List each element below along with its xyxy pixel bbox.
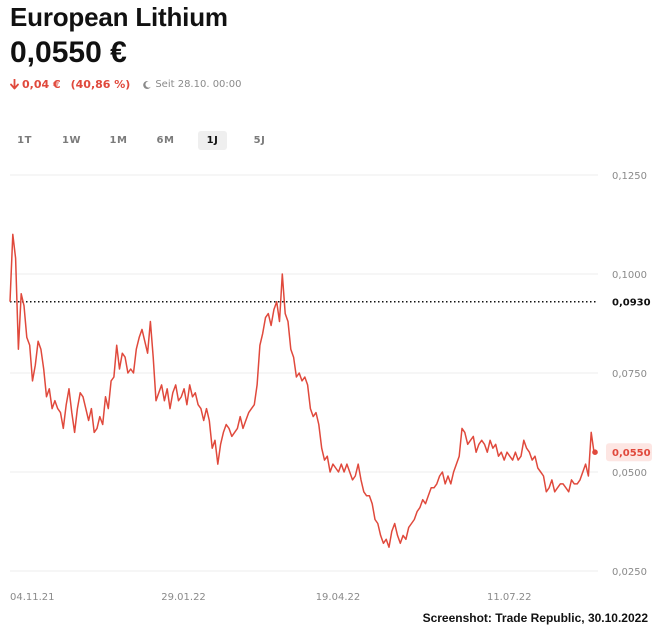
tab-1t[interactable]: 1T — [17, 135, 32, 146]
moon-icon — [143, 80, 152, 89]
tab-5j[interactable]: 5J — [253, 135, 266, 146]
x-tick-label: 11.07.22 — [487, 592, 532, 603]
change-amount: 0,04 € — [22, 78, 61, 91]
current-price: 0,0550 € — [10, 36, 127, 69]
price-change: 0,04 € — [10, 78, 61, 91]
tab-1w[interactable]: 1W — [62, 135, 81, 146]
price-chart: 0,1250 0,1000 0,0750 0,0500 0,0250 0,0930 0,05… — [9, 171, 652, 603]
stock-title: European Lithium — [10, 2, 228, 32]
reference-label: 0,0930 — [612, 298, 651, 309]
change-percent: (40,86 %) — [70, 78, 131, 91]
x-tick-label: 04.11.21 — [10, 592, 55, 603]
x-tick-label: 29.01.22 — [161, 592, 206, 603]
arrow-down-icon — [10, 79, 19, 90]
price-change-row: 0,04 € (40,86 %) Seit 28.10. 00:00 — [10, 78, 242, 91]
last-price-dot — [592, 449, 598, 456]
last-price-label: 0,0550 — [612, 448, 651, 459]
tab-1m[interactable]: 1M — [109, 135, 128, 146]
y-tick-label: 0,0500 — [612, 468, 647, 479]
last-price-badge — [606, 443, 652, 462]
y-tick-label: 0,0250 — [612, 567, 647, 578]
tab-6m[interactable]: 6M — [156, 135, 175, 146]
screenshot-caption: Screenshot: Trade Republic, 30.10.2022 — [422, 611, 648, 625]
since-label: Seit 28.10. 00:00 — [142, 79, 242, 90]
y-tick-label: 0,1000 — [612, 270, 647, 281]
y-tick-label: 0,0750 — [612, 369, 647, 380]
x-tick-label: 19.04.22 — [316, 592, 361, 603]
timeframe-tabs: 1T 1W 1M 6M 1J 5J — [10, 131, 292, 150]
since-text: Seit 28.10. 00:00 — [155, 79, 242, 90]
y-tick-label: 0,1250 — [612, 171, 647, 182]
price-line — [9, 233, 595, 548]
tab-1j[interactable]: 1J — [198, 131, 227, 150]
